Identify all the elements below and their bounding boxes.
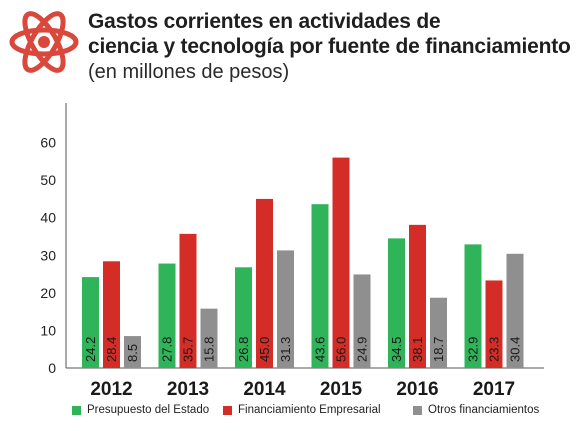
y-tick-label: 50	[40, 172, 56, 188]
legend-swatch	[72, 406, 81, 415]
chart-title-line-2: ciencia y tecnología por fuente de finan…	[88, 35, 571, 58]
bar-value-label: 8.5	[125, 344, 140, 362]
bar	[409, 224, 426, 368]
bar-value-label: 38.1	[410, 337, 425, 362]
bar-value-label: 31.3	[278, 337, 293, 362]
bar-value-label: 18.7	[431, 337, 446, 362]
legend-label: Financiamiento Empresarial	[238, 404, 381, 416]
bar-value-label: 34.5	[389, 337, 404, 362]
bar-value-label: 43.6	[313, 337, 328, 362]
y-tick-label: 40	[40, 210, 56, 226]
y-tick-label: 20	[40, 285, 56, 301]
legend-label: Otros financiamientos	[428, 404, 540, 416]
bar	[200, 308, 218, 368]
y-tick-label: 30	[40, 247, 56, 263]
bar	[485, 280, 503, 368]
bar	[103, 261, 120, 368]
bar-value-label: 28.4	[104, 337, 119, 362]
bar	[158, 263, 176, 368]
bar	[353, 274, 371, 368]
x-tick-label: 2017	[473, 379, 515, 400]
bar-value-label: 30.4	[508, 337, 523, 362]
bar-value-label: 26.8	[236, 337, 251, 362]
bar	[277, 250, 294, 368]
bar-value-label: 32.9	[466, 337, 481, 362]
x-tick-label: 2016	[396, 379, 438, 400]
atom-icon	[9, 11, 79, 73]
bar	[388, 238, 405, 368]
bar-value-label: 23.3	[487, 337, 502, 362]
bar-value-label: 35.7	[181, 337, 196, 362]
bar-value-label: 24.2	[83, 337, 98, 362]
chart-subtitle: (en millones de pesos)	[88, 61, 290, 83]
bar	[332, 157, 350, 368]
y-tick-label: 60	[40, 135, 56, 151]
bar	[464, 244, 482, 368]
bar-value-label: 45.0	[257, 337, 272, 362]
bar	[311, 204, 329, 368]
x-tick-label: 2015	[320, 379, 363, 400]
bar-value-label: 15.8	[202, 337, 217, 362]
legend-swatch	[413, 406, 422, 415]
chart-title: Gastos corrientes en actividades de cien…	[88, 9, 571, 59]
chart-title-line-1: Gastos corrientes en actividades de	[88, 10, 441, 33]
x-tick-label: 2013	[167, 379, 209, 400]
bar-value-label: 24.9	[355, 337, 370, 362]
legend-label: Presupuesto del Estado	[87, 404, 210, 416]
bar	[256, 198, 273, 368]
bar-value-label: 56.0	[334, 337, 349, 362]
bar	[506, 253, 524, 368]
bar-value-label: 27.8	[160, 337, 175, 362]
bar	[235, 267, 252, 368]
bar	[430, 297, 447, 368]
y-tick-label: 10	[40, 322, 56, 338]
bar	[82, 277, 99, 368]
x-tick-label: 2012	[90, 379, 132, 400]
bar	[124, 336, 141, 368]
y-tick-label: 0	[48, 360, 56, 376]
bar	[179, 233, 197, 368]
x-tick-label: 2014	[243, 379, 286, 400]
chart-header: Gastos corrientes en actividades de cien…	[0, 0, 580, 90]
legend-swatch	[223, 406, 232, 415]
